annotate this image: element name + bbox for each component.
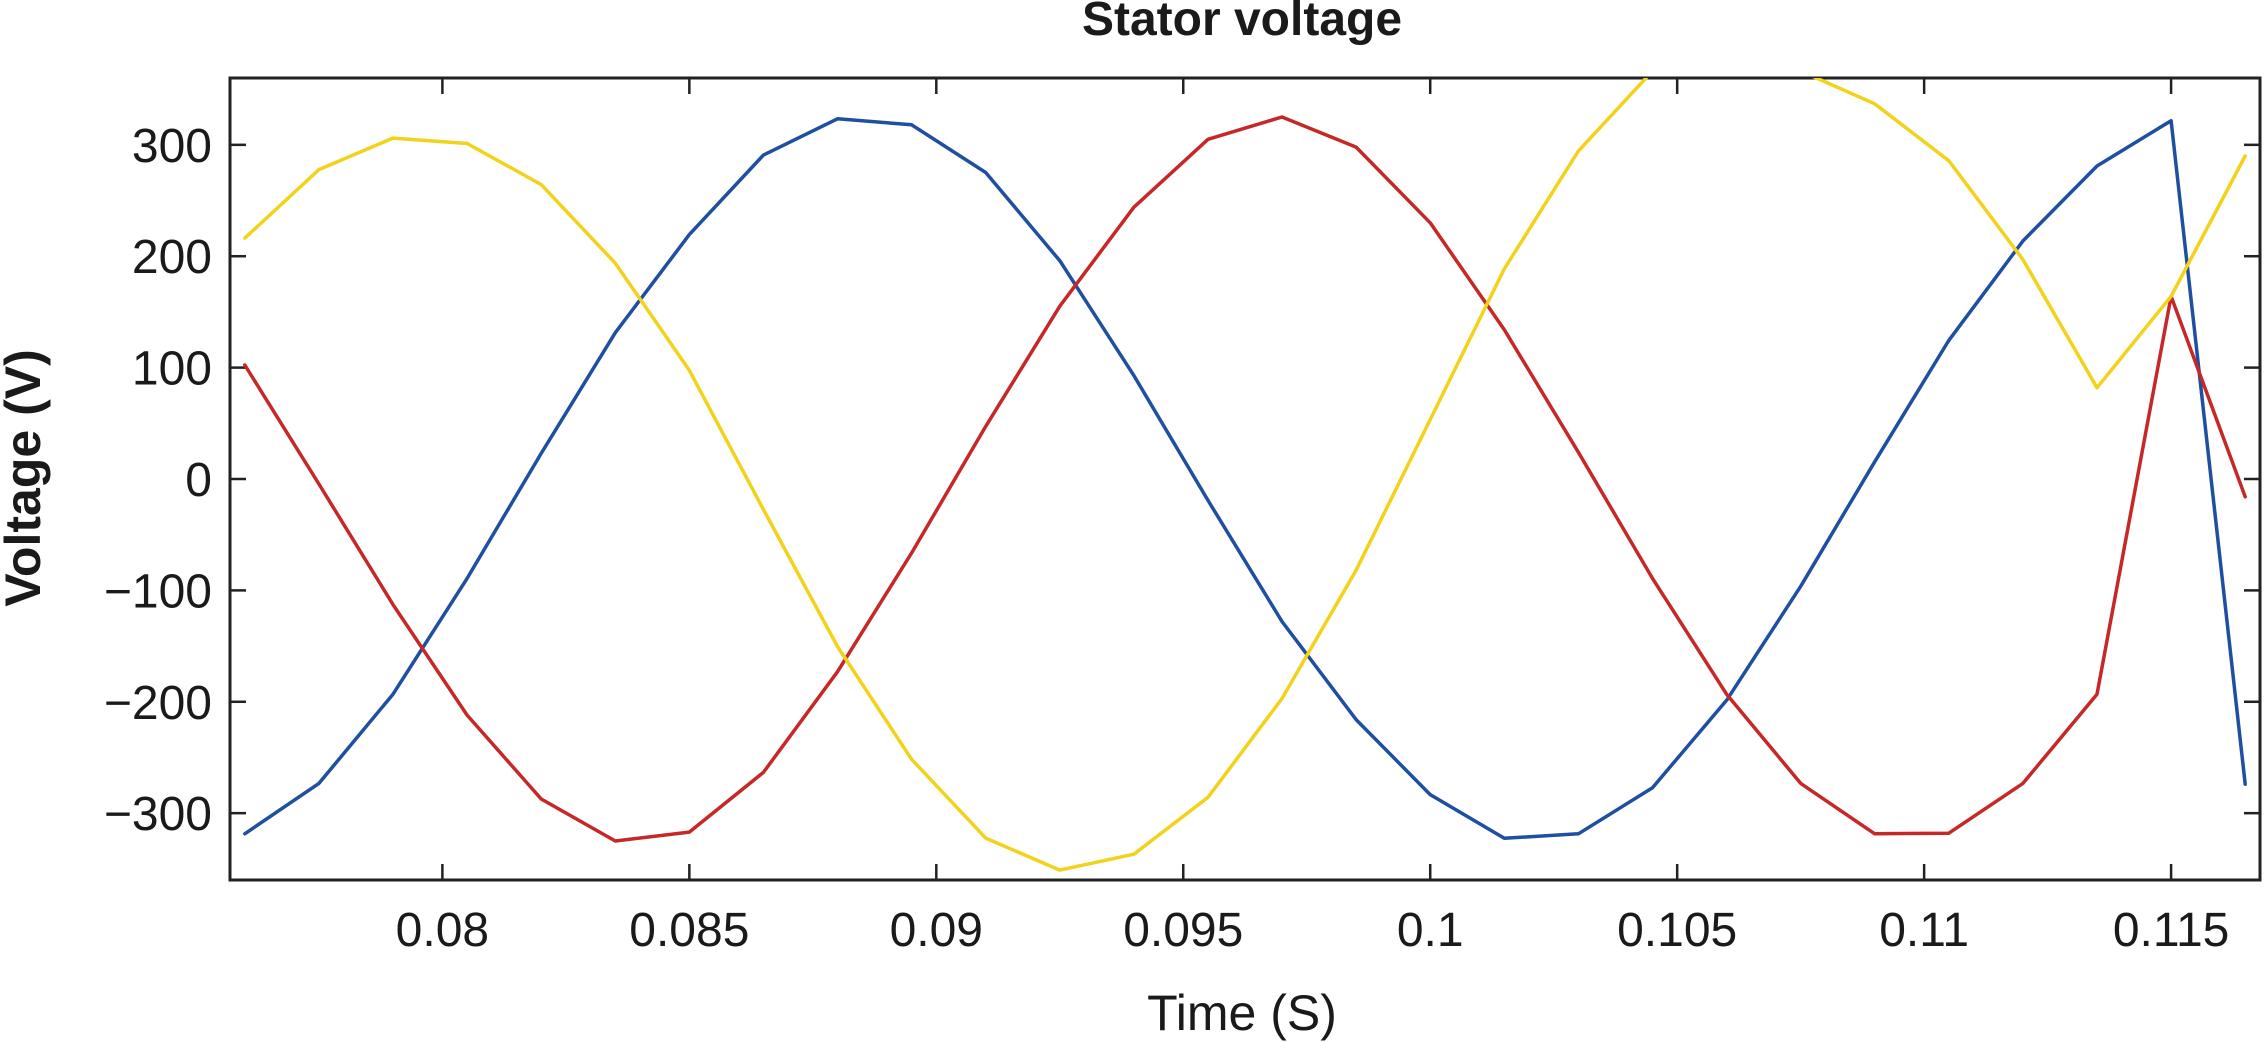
y-tick-label: −200 <box>104 677 212 730</box>
x-tick-label: 0.1 <box>1397 904 1464 957</box>
x-tick-label: 0.08 <box>396 904 489 957</box>
plot-area: 0.08 0.085 0.09 0.095 0.1 0.105 0.11 0.115 300 20… <box>104 76 2262 957</box>
y-tick-label: 200 <box>132 231 212 284</box>
x-tick-label: 0.09 <box>890 904 983 957</box>
y-tick-label: 300 <box>132 120 212 173</box>
y-tick-label: 0 <box>185 454 212 507</box>
series-line-1 <box>243 117 2247 841</box>
x-tick-label: 0.115 <box>2113 904 2230 957</box>
plot-frame <box>228 76 2262 882</box>
series-line-3 <box>243 78 2247 872</box>
chart-title: Stator voltage <box>1082 0 1402 46</box>
y-axis-label: Voltage (V) <box>0 349 51 606</box>
x-axis-label: Time (S) <box>1147 985 1337 1041</box>
x-tick-label: 0.095 <box>1123 904 1243 957</box>
y-tick-label: 100 <box>132 343 212 396</box>
x-tick-label: 0.11 <box>1879 904 1969 957</box>
series-line-2 <box>243 115 2247 843</box>
y-tick-label: −300 <box>104 788 212 841</box>
x-tick-label: 0.105 <box>1617 904 1737 957</box>
x-tick-label: 0.085 <box>629 904 749 957</box>
y-tick-label: −100 <box>104 565 212 618</box>
